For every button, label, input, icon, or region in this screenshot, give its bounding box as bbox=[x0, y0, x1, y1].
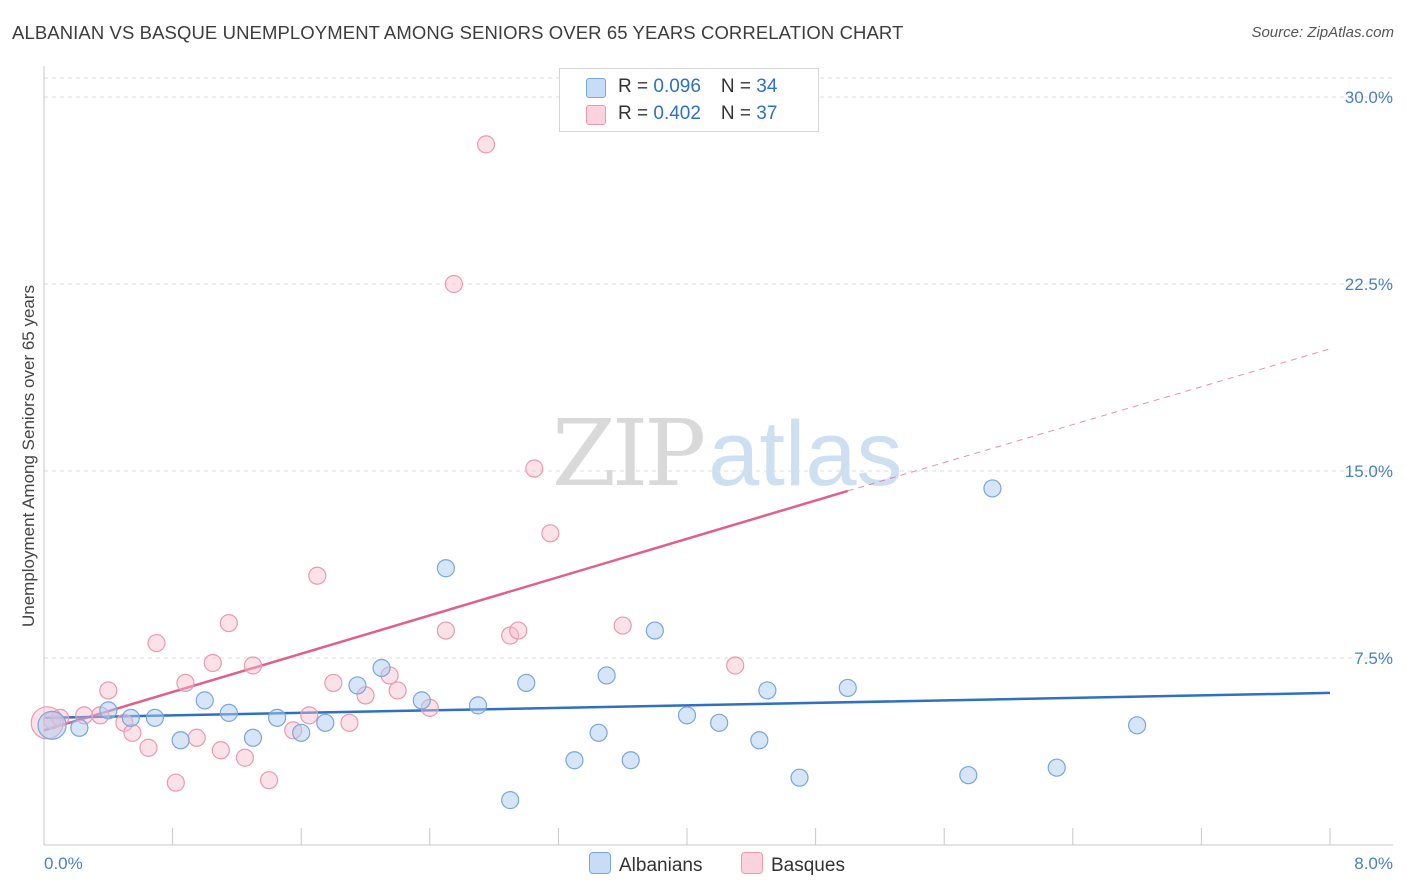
basques-point bbox=[388, 681, 407, 700]
x-tick-label-min: 0.0% bbox=[44, 854, 83, 873]
basques-point bbox=[476, 135, 496, 154]
y-tick-labels: 7.5% 15.0% 22.5% 30.0% bbox=[1345, 88, 1393, 668]
basques-swatch bbox=[586, 105, 606, 125]
albanians-point bbox=[99, 701, 118, 720]
albanians-point bbox=[838, 678, 857, 698]
basques-point bbox=[139, 738, 158, 757]
albanians-trend-line bbox=[43, 691, 1331, 720]
basques-point bbox=[147, 633, 166, 653]
basques-point bbox=[235, 748, 255, 767]
y-axis-label: Unemployment Among Seniors over 65 years bbox=[19, 285, 38, 627]
basques-point bbox=[436, 621, 455, 640]
basques-point bbox=[187, 728, 206, 747]
albanians-point bbox=[372, 658, 391, 678]
legend-r-label: R = bbox=[618, 76, 654, 97]
albanians-point bbox=[171, 731, 190, 750]
legend-r-label: R = bbox=[618, 103, 654, 124]
albanians-swatch bbox=[586, 78, 606, 98]
albanians-point bbox=[145, 708, 165, 727]
basques-point bbox=[324, 673, 343, 693]
legend-n-label: N = bbox=[720, 103, 757, 124]
grid-lines bbox=[44, 77, 1393, 659]
albanians-legend-label: Albanians bbox=[619, 855, 703, 876]
albanians-point bbox=[468, 696, 488, 715]
albanians-point bbox=[645, 621, 664, 640]
basques-point bbox=[259, 771, 279, 790]
albanians-point bbox=[219, 703, 238, 722]
basques-point bbox=[444, 274, 464, 294]
albanians-point bbox=[597, 666, 616, 685]
albanians-point bbox=[621, 751, 640, 770]
albanians-point bbox=[710, 713, 729, 732]
albanians-trend-group bbox=[43, 691, 1331, 720]
albanians-point bbox=[348, 676, 367, 695]
y-tick-label-0: 7.5% bbox=[1354, 649, 1393, 668]
albanians-points bbox=[37, 479, 1147, 810]
albanians-point bbox=[983, 479, 1002, 498]
albanians-point bbox=[70, 718, 89, 737]
albanians-point bbox=[517, 673, 536, 693]
x-tick-label-max: 8.0% bbox=[1354, 854, 1393, 873]
albanians-point bbox=[121, 708, 140, 727]
legend-n-label: N = bbox=[720, 76, 757, 97]
albanians-point bbox=[316, 713, 335, 732]
basques-point bbox=[340, 713, 359, 732]
albanians-point bbox=[37, 710, 67, 740]
correlation-legend: R = 0.096 N = 34 R = 0.402 N = 37 bbox=[559, 68, 819, 132]
basques-point bbox=[219, 613, 238, 633]
albanians-point bbox=[1127, 716, 1147, 735]
bottom-legend-albanians: Albanians bbox=[589, 852, 702, 877]
chart-title: ALBANIAN VS BASQUE UNEMPLOYMENT AMONG SE… bbox=[12, 22, 904, 43]
legend-n-value: 37 bbox=[756, 103, 778, 124]
albanians-legend-swatch bbox=[589, 852, 611, 874]
albanians-point bbox=[790, 768, 809, 787]
basques-point bbox=[243, 656, 263, 675]
albanians-point bbox=[243, 728, 263, 747]
albanians-point bbox=[565, 751, 584, 770]
albanians-point bbox=[750, 731, 769, 750]
bottom-legend-basques: Basques bbox=[741, 852, 845, 877]
basques-points bbox=[30, 135, 745, 792]
albanians-point bbox=[195, 691, 214, 710]
basques-trend-group bbox=[43, 348, 1331, 732]
y-tick-label-1: 15.0% bbox=[1345, 462, 1393, 481]
watermark: ZIPatlas bbox=[552, 400, 903, 507]
albanians-point bbox=[1047, 758, 1066, 777]
basques-point bbox=[166, 773, 185, 792]
basques-point bbox=[525, 459, 544, 478]
albanians-point bbox=[501, 791, 520, 810]
watermark-atlas: atlas bbox=[708, 403, 903, 505]
basques-point bbox=[300, 706, 319, 725]
basques-point bbox=[308, 566, 327, 585]
basques-point bbox=[211, 741, 230, 760]
albanians-point bbox=[758, 681, 777, 700]
y-tick-label-2: 22.5% bbox=[1345, 275, 1393, 294]
basques-point bbox=[99, 681, 118, 700]
y-tick-label-3: 30.0% bbox=[1345, 88, 1393, 107]
basques-point bbox=[176, 673, 195, 693]
basques-point bbox=[726, 656, 745, 675]
legend-n-value: 34 bbox=[756, 76, 778, 97]
albanians-point bbox=[412, 691, 431, 710]
albanians-point bbox=[436, 559, 455, 578]
basques-legend-swatch bbox=[741, 852, 763, 874]
basques-legend-label: Basques bbox=[771, 855, 845, 876]
basques-point bbox=[541, 524, 560, 543]
albanians-point bbox=[959, 766, 978, 785]
basques-point bbox=[613, 616, 632, 635]
albanians-point bbox=[267, 708, 287, 727]
albanians-point bbox=[677, 706, 697, 725]
basques-point bbox=[203, 653, 222, 673]
albanians-point bbox=[292, 723, 311, 742]
basques-trend-extension bbox=[847, 348, 1331, 492]
legend-r-value: 0.402 bbox=[653, 103, 701, 124]
albanians-point bbox=[589, 723, 608, 742]
chart-source: Source: ZipAtlas.com bbox=[1251, 24, 1394, 41]
legend-r-value: 0.096 bbox=[653, 76, 701, 97]
watermark-zip: ZIP bbox=[552, 400, 706, 507]
basques-point bbox=[509, 621, 528, 640]
basques-point bbox=[123, 723, 142, 742]
basques-trend-line bbox=[43, 489, 849, 732]
